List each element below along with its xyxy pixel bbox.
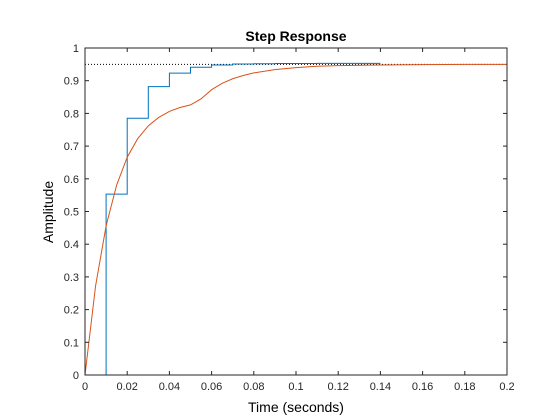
x-tick-label: 0.02 xyxy=(116,381,137,393)
y-tick-label: 1 xyxy=(73,43,79,55)
x-tick-label: 0.06 xyxy=(201,381,222,393)
y-tick-label: 0.5 xyxy=(64,207,79,219)
y-tick-label: 0.3 xyxy=(64,272,79,284)
x-tick-label: 0.2 xyxy=(499,381,514,393)
y-tick-label: 0.1 xyxy=(64,337,79,349)
x-tick-label: 0.12 xyxy=(327,381,348,393)
x-tick-label: 0.08 xyxy=(243,381,264,393)
y-tick-label: 0.4 xyxy=(64,239,79,251)
y-axis-label: Amplitude xyxy=(40,181,56,243)
continuous-step-series xyxy=(84,63,507,376)
chart-title: Step Response xyxy=(245,28,346,44)
x-tick-label: 0.16 xyxy=(412,381,433,393)
x-axis-label: Time (seconds) xyxy=(248,399,344,415)
x-tick-label: 0.1 xyxy=(288,381,303,393)
x-tick-label: 0.14 xyxy=(370,381,391,393)
x-tick-label: 0 xyxy=(82,381,88,393)
x-tick-label: 0.04 xyxy=(159,381,180,393)
y-tick-label: 0 xyxy=(73,370,79,382)
x-tick-label: 0.18 xyxy=(454,381,475,393)
y-tick-label: 0.2 xyxy=(64,305,79,317)
y-tick-label: 0.8 xyxy=(64,108,79,120)
y-tick-label: 0.7 xyxy=(64,141,79,153)
discrete-step-series xyxy=(85,62,381,376)
plot-area xyxy=(85,48,507,375)
y-tick-label: 0.9 xyxy=(64,76,79,88)
y-tick-label: 0.6 xyxy=(64,174,79,186)
